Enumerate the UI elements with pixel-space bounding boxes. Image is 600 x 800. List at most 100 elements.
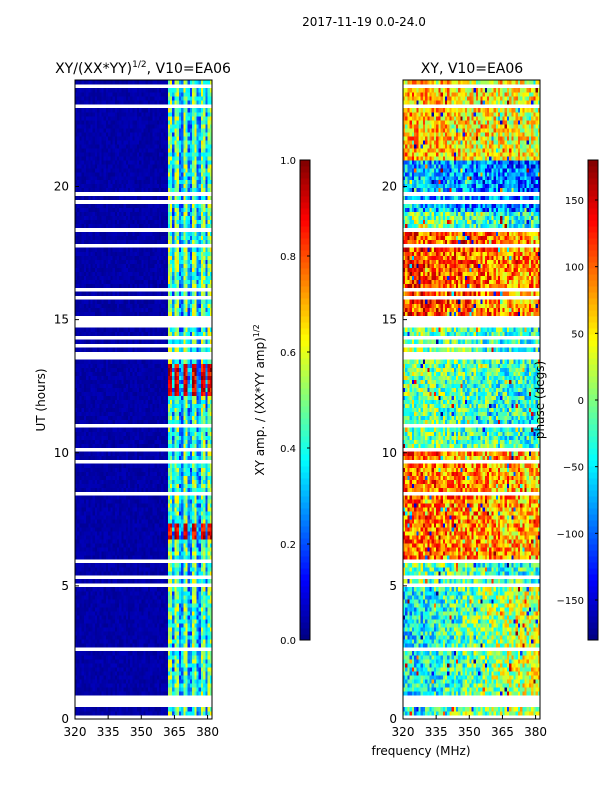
heatmap-cell: [90, 607, 94, 612]
heatmap-cell: [108, 339, 111, 344]
heatmap-cell: [75, 659, 78, 664]
heatmap-cell: [156, 675, 160, 680]
heatmap-cell: [185, 539, 189, 544]
heatmap-cell: [192, 659, 195, 664]
heatmap-cell: [136, 395, 140, 400]
heatmap-cell: [163, 439, 166, 444]
heatmap-cell: [150, 547, 153, 552]
heatmap-cell: [189, 675, 193, 680]
heatmap-cell: [167, 391, 171, 396]
heatmap-cell: [92, 347, 96, 352]
heatmap-cell: [105, 663, 109, 668]
heatmap-cell: [105, 711, 109, 716]
heatmap-cell: [112, 443, 116, 448]
heatmap-cell: [187, 547, 191, 552]
heatmap-cell: [112, 411, 116, 416]
heatmap-cell: [136, 475, 140, 480]
heatmap-cell: [207, 523, 211, 528]
heatmap-cell: [90, 635, 94, 640]
heatmap-cell: [86, 331, 89, 336]
heatmap-cell: [147, 487, 151, 492]
heatmap-cell: [92, 607, 96, 612]
heatmap-cell: [207, 519, 211, 524]
heatmap-cell: [136, 607, 140, 612]
heatmap-cell: [172, 347, 175, 352]
heatmap-cell: [101, 399, 105, 404]
heatmap-cell: [75, 411, 78, 416]
heatmap-cell: [134, 515, 138, 520]
heatmap-cell: [90, 663, 94, 668]
heatmap-cell: [136, 387, 140, 392]
heatmap-cell: [77, 371, 80, 376]
heatmap-cell: [88, 667, 91, 672]
heatmap-cell: [114, 403, 118, 408]
heatmap-cell: [161, 439, 164, 444]
heatmap-cell: [134, 603, 138, 608]
heatmap-cell: [174, 691, 178, 696]
heatmap-cell: [192, 503, 195, 508]
heatmap-cell: [176, 463, 180, 468]
heatmap-cell: [178, 623, 182, 628]
heatmap-cell: [185, 475, 189, 480]
heatmap-cell: [108, 563, 111, 568]
heatmap-cell: [165, 531, 169, 536]
heatmap-cell: [196, 627, 200, 632]
heatmap-cell: [110, 691, 113, 696]
heatmap-cell: [119, 551, 122, 556]
heatmap-cell: [189, 579, 193, 584]
heatmap-cell: [139, 399, 142, 404]
heatmap-cell: [165, 431, 169, 436]
heatmap-cell: [198, 435, 202, 440]
heatmap-cell: [75, 475, 78, 480]
heatmap-cell: [198, 371, 202, 376]
heatmap-cell: [205, 443, 208, 448]
heatmap-cell: [79, 675, 83, 680]
heatmap-cell: [134, 631, 138, 636]
heatmap-cell: [161, 507, 164, 512]
heatmap-cell: [181, 347, 184, 352]
heatmap-cell: [200, 579, 204, 584]
heatmap-cell: [150, 407, 153, 412]
heatmap-cell: [167, 535, 171, 540]
heatmap-cell: [101, 367, 105, 372]
heatmap-cell: [150, 679, 153, 684]
heatmap-cell: [130, 655, 133, 660]
heatmap-cell: [170, 487, 173, 492]
heatmap-cell: [97, 523, 100, 528]
heatmap-cell: [105, 615, 109, 620]
heatmap-cell: [119, 683, 122, 688]
heatmap-cell: [156, 651, 160, 656]
heatmap-cell: [147, 539, 151, 544]
heatmap-cell: [112, 599, 116, 604]
heatmap-cell: [128, 427, 131, 432]
heatmap-cell: [125, 627, 129, 632]
heatmap-cell: [156, 387, 160, 392]
heatmap-cell: [156, 419, 160, 424]
heatmap-cell: [132, 371, 136, 376]
heatmap-cell: [189, 387, 193, 392]
heatmap-cell: [139, 567, 142, 572]
heatmap-cell: [147, 435, 151, 440]
heatmap-cell: [189, 619, 193, 624]
heatmap-cell: [101, 383, 105, 388]
heatmap-cell: [103, 571, 107, 576]
heatmap-cell: [105, 603, 109, 608]
heatmap-cell: [145, 587, 149, 592]
heatmap-cell: [90, 379, 94, 384]
heatmap-cell: [116, 707, 120, 712]
heatmap-cell: [143, 547, 147, 552]
heatmap-cell: [112, 339, 116, 344]
heatmap-cell: [130, 603, 133, 608]
heatmap-cell: [132, 387, 136, 392]
heatmap-cell: [94, 679, 98, 684]
heatmap-cell: [209, 523, 213, 528]
heatmap-cell: [108, 531, 111, 536]
heatmap-cell: [154, 563, 158, 568]
heatmap-cell: [165, 687, 169, 692]
heatmap-cell: [143, 495, 147, 500]
heatmap-cell: [81, 511, 85, 516]
heatmap-cell: [114, 435, 118, 440]
heatmap-cell: [88, 359, 91, 364]
heatmap-cell: [183, 523, 186, 528]
heatmap-cell: [108, 631, 111, 636]
